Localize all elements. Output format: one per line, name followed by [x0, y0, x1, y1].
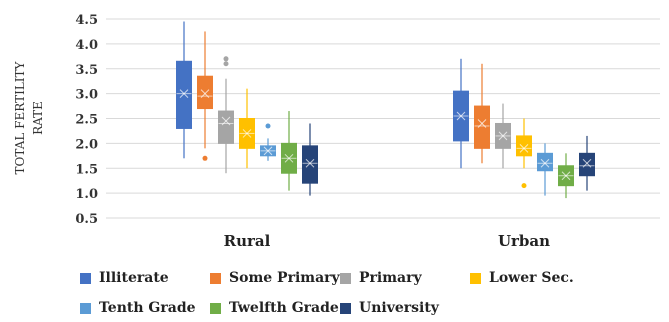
box-illiterate-urban	[453, 58, 469, 169]
box-university-rural	[302, 123, 318, 196]
legend-label: Some Primary	[229, 270, 340, 286]
box-lower-sec--urban	[516, 118, 532, 189]
box-body	[176, 60, 192, 129]
legend-swatch	[210, 302, 221, 314]
box-twelfth-grade-urban	[558, 153, 574, 199]
box-some-primary-rural	[197, 31, 213, 161]
legend-item: Lower Sec.	[470, 270, 574, 286]
mean-marker	[498, 131, 508, 141]
box-body	[218, 110, 234, 144]
y-tick-label: 2.5	[75, 113, 98, 128]
box-primary-rural	[218, 56, 234, 174]
box-body	[197, 75, 213, 110]
mean-marker	[582, 158, 592, 168]
mean-marker	[284, 153, 294, 163]
box-lower-sec--rural	[239, 88, 255, 169]
legend-swatch	[470, 272, 481, 284]
y-tick-label: 3.5	[75, 63, 98, 78]
legend-item: Primary	[340, 270, 422, 286]
legend-swatch	[210, 272, 221, 284]
outlier-point	[223, 61, 229, 67]
legend-item: Tenth Grade	[80, 300, 196, 316]
legend-item: University	[340, 300, 439, 316]
mean-marker	[561, 171, 571, 181]
mean-marker	[263, 146, 273, 156]
y-tick-label: 2.0	[75, 137, 98, 152]
y-tick-label: 0.5	[75, 212, 98, 227]
legend-item: Twelfth Grade	[210, 300, 339, 316]
legend-label: Primary	[359, 270, 422, 286]
y-tick-label: 1.5	[75, 162, 98, 177]
outlier-point	[265, 123, 271, 129]
outlier-point	[202, 155, 208, 161]
y-tick-label: 4.5	[75, 13, 98, 28]
y-axis-ticks: 0.5 1.0 1.5 2.0 2.5 3.0 3.5 4.0 4.5	[75, 13, 98, 227]
box-twelfth-grade-rural	[281, 111, 297, 191]
box-body	[516, 135, 532, 157]
box-tenth-grade-urban	[537, 143, 553, 196]
legend-item: Some Primary	[210, 270, 340, 286]
legend-label: Lower Sec.	[489, 270, 574, 286]
mean-marker	[540, 158, 550, 168]
x-axis-categories: Rural Urban	[224, 232, 550, 250]
legend-swatch	[80, 272, 91, 284]
legend-swatch	[340, 302, 351, 314]
category-label: Rural	[224, 232, 271, 250]
box-body	[537, 152, 553, 172]
box-university-urban	[579, 135, 595, 191]
legend-label: Twelfth Grade	[229, 300, 339, 316]
mean-marker	[221, 116, 231, 126]
legend-label: Illiterate	[99, 270, 169, 286]
box-illiterate-rural	[176, 21, 192, 159]
box-tenth-grade-rural	[260, 123, 276, 161]
box-body	[302, 145, 318, 184]
legend-swatch	[340, 272, 351, 284]
mean-marker	[477, 119, 487, 128]
legend-label: Tenth Grade	[99, 300, 196, 316]
outlier-point	[223, 56, 229, 62]
box-body	[474, 105, 490, 149]
legend-swatch	[80, 302, 91, 314]
mean-marker	[519, 143, 529, 153]
y-tick-label: 1.0	[75, 187, 98, 202]
box-some-primary-urban	[474, 63, 490, 164]
mean-marker	[456, 111, 466, 121]
y-axis-label: TOTAL FERTILITY RATE	[13, 60, 45, 174]
box-series	[176, 21, 595, 199]
mean-marker	[179, 89, 189, 98]
y-tick-label: 3.0	[75, 88, 98, 103]
y-tick-label: 4.0	[75, 38, 98, 53]
mean-marker	[200, 89, 210, 98]
box-body	[579, 152, 595, 177]
category-label: Urban	[498, 232, 550, 250]
mean-marker	[305, 158, 315, 168]
mean-marker	[242, 129, 252, 138]
legend-label: University	[359, 300, 439, 316]
legend-item: Illiterate	[80, 270, 169, 286]
box-primary-urban	[495, 103, 511, 169]
outlier-point	[521, 183, 527, 189]
